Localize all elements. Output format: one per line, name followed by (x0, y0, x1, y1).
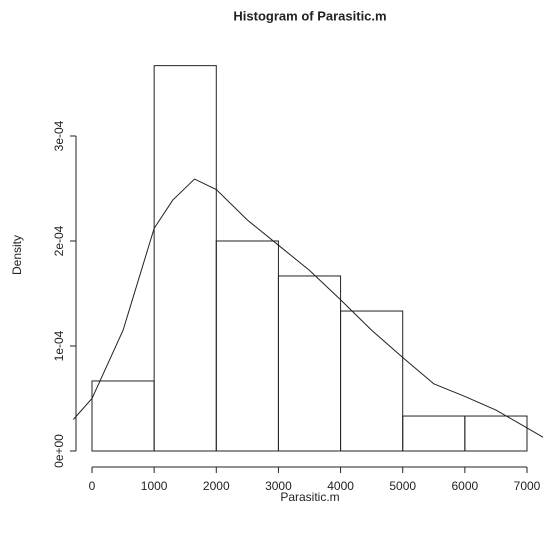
bar (402, 415, 466, 452)
x-tick-label: 2000 (203, 479, 230, 493)
bar (340, 310, 404, 452)
bar (215, 240, 279, 452)
y-tick-label: 3e-04 (52, 120, 66, 151)
x-axis-label: Parasitic.m (280, 490, 339, 504)
x-tick-label: 7000 (514, 479, 541, 493)
y-tick-label: 1e-04 (52, 330, 66, 361)
chart-title: Histogram of Parasitic.m (233, 8, 386, 23)
y-tick-label: 0e+00 (52, 434, 66, 468)
y-tick-label: 2e-04 (52, 225, 66, 256)
density-curve (72, 178, 543, 438)
x-tick-label: 3000 (265, 479, 292, 493)
bar (91, 380, 155, 452)
bar (464, 415, 528, 452)
x-tick-label: 5000 (389, 479, 416, 493)
x-tick-label: 4000 (327, 479, 354, 493)
x-tick-label: 0 (89, 479, 96, 493)
bar (153, 65, 217, 452)
x-tick-label: 1000 (141, 479, 168, 493)
x-tick-label: 6000 (452, 479, 479, 493)
y-axis-label: Density (10, 235, 24, 275)
bar (277, 275, 342, 452)
